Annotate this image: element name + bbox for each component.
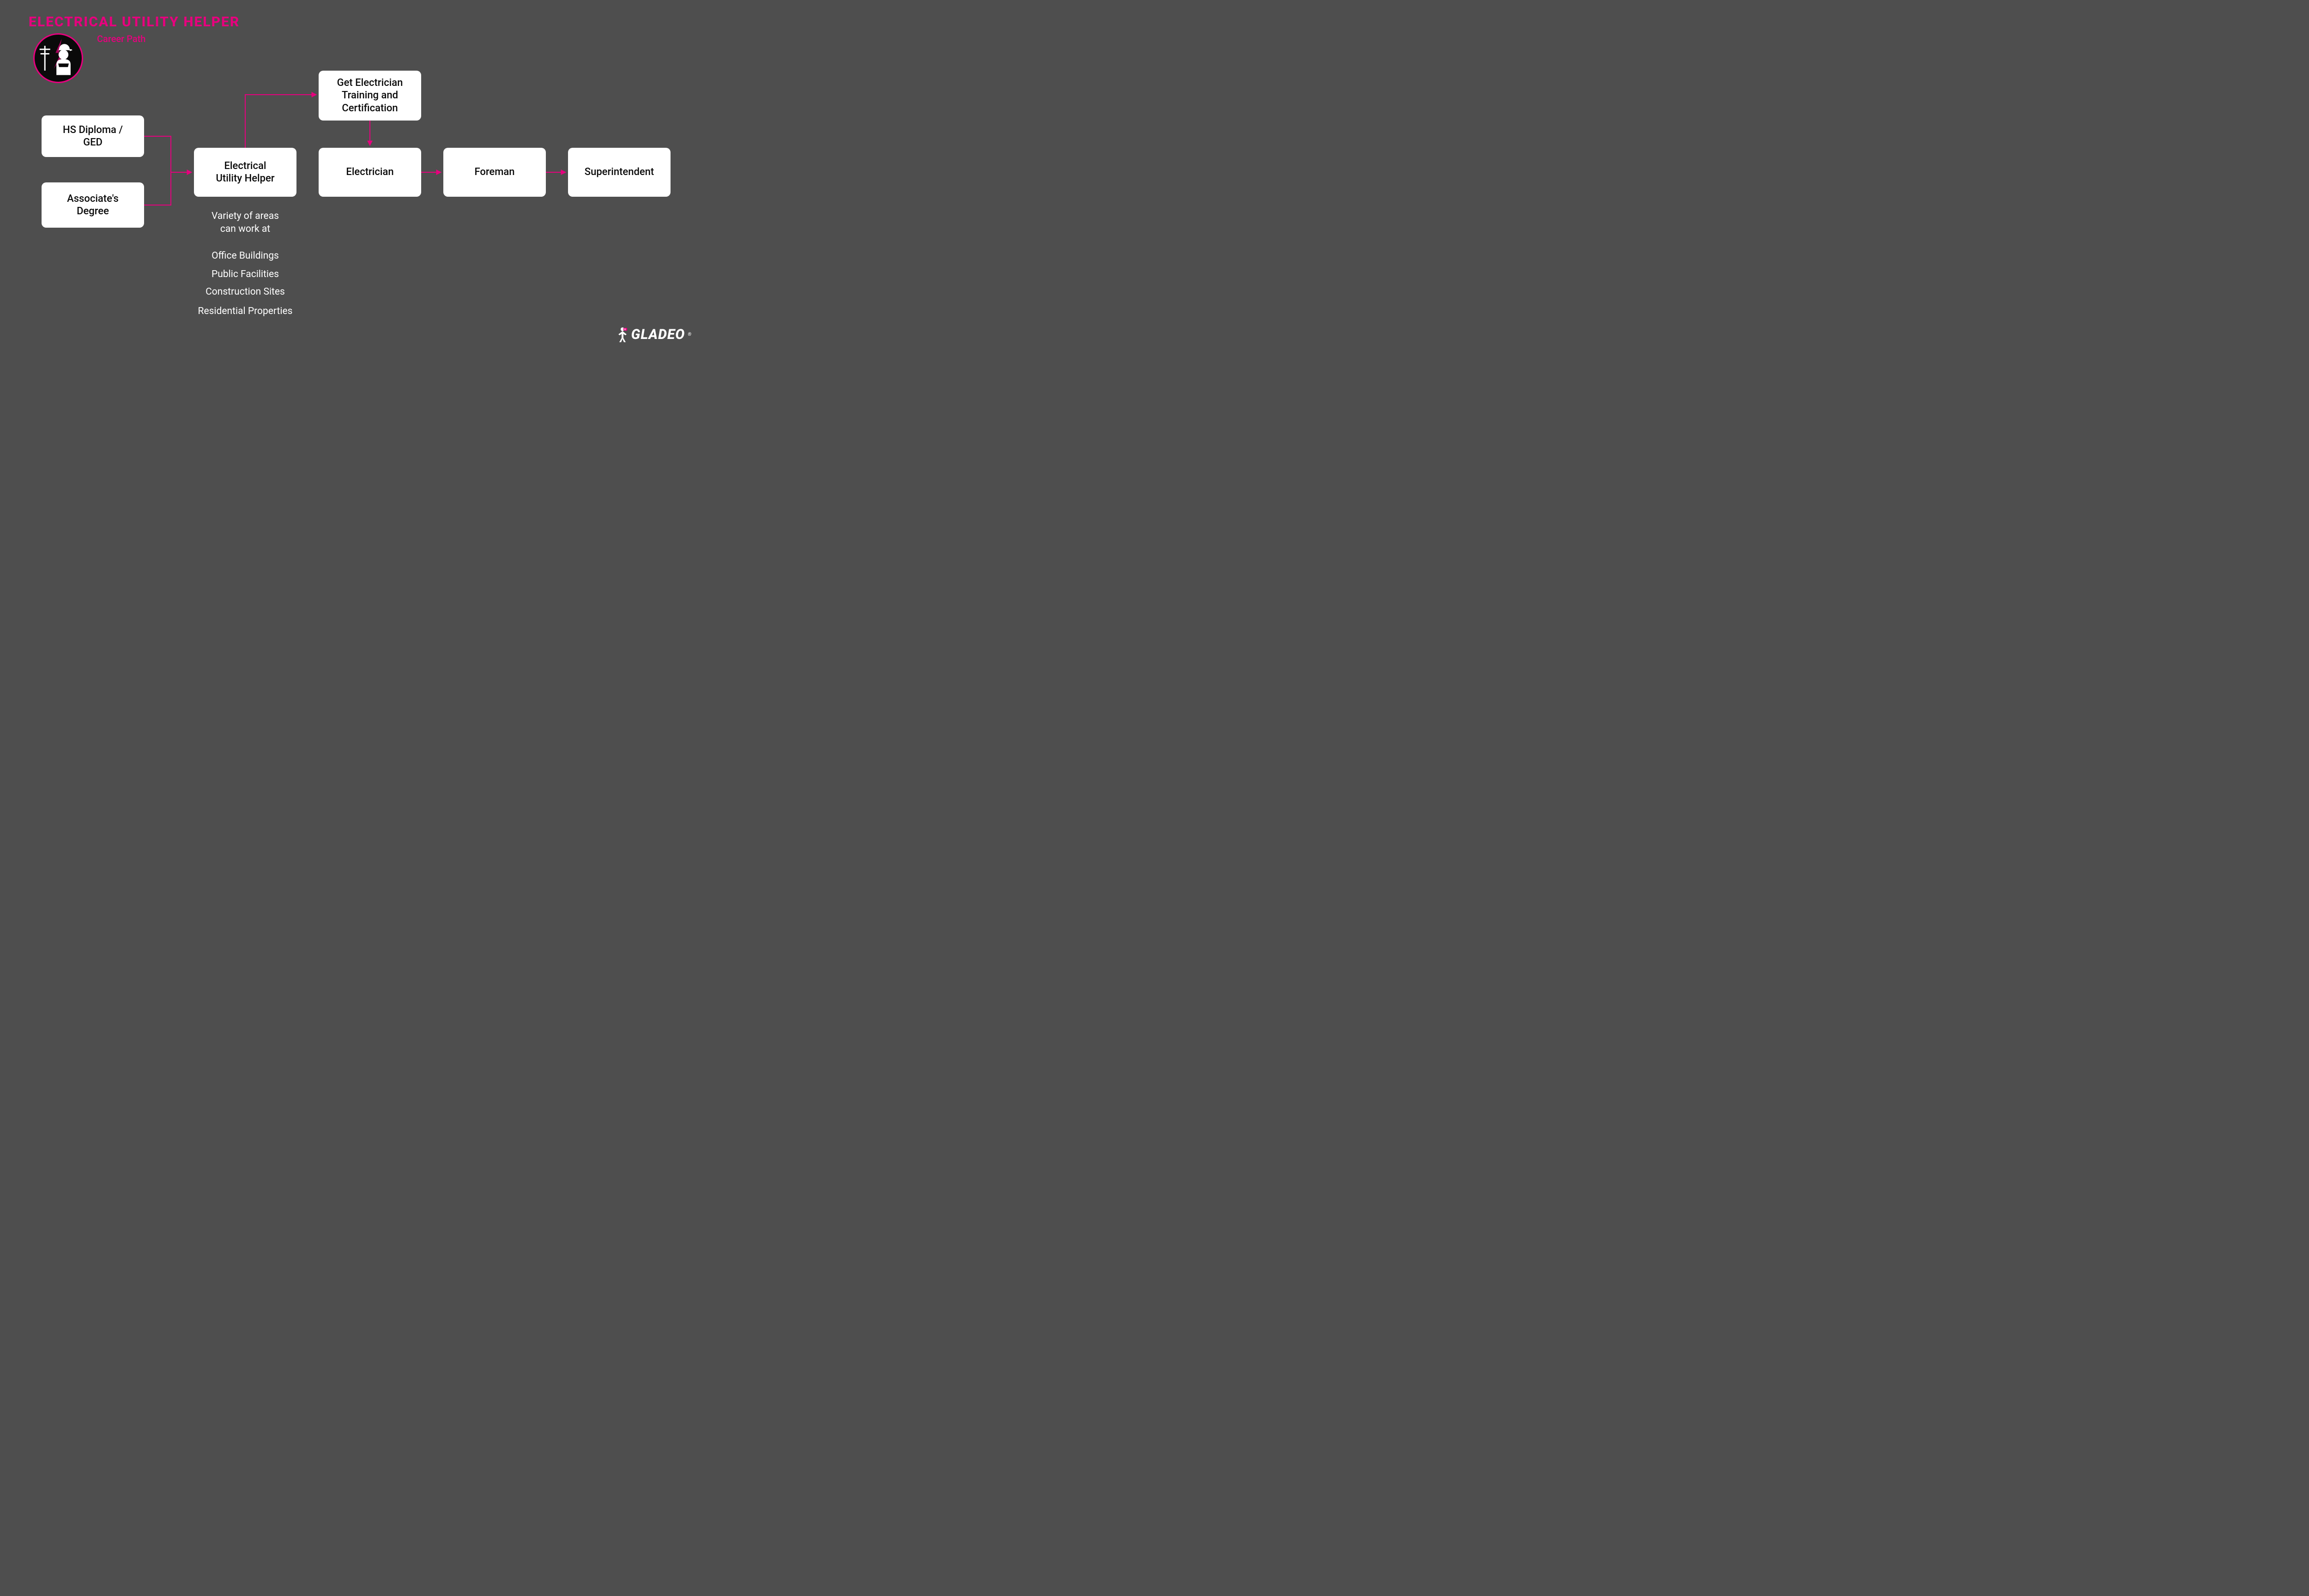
node-label: Electrician bbox=[346, 166, 393, 179]
brand-logo: G GLADEO® bbox=[617, 326, 692, 343]
brand-name: GLADEO bbox=[631, 326, 685, 343]
page-subtitle: Career Path bbox=[97, 33, 145, 44]
node-electrician: Electrician bbox=[319, 148, 421, 197]
svg-text:G: G bbox=[624, 328, 626, 331]
brand-figure-icon: G bbox=[617, 327, 629, 343]
flow-edge bbox=[144, 172, 171, 205]
node-training-cert: Get ElectricianTraining andCertification bbox=[319, 71, 421, 121]
flow-edge bbox=[245, 95, 316, 148]
node-hs-diploma: HS Diploma /GED bbox=[42, 115, 144, 157]
career-badge bbox=[33, 33, 83, 83]
node-utility-helper: ElectricalUtility Helper bbox=[194, 148, 296, 197]
node-label: Get ElectricianTraining andCertification bbox=[337, 77, 403, 115]
node-label: Associate'sDegree bbox=[67, 193, 119, 218]
work-area-item: Construction Sites bbox=[185, 286, 306, 297]
node-foreman: Foreman bbox=[443, 148, 546, 197]
node-label: ElectricalUtility Helper bbox=[216, 160, 274, 185]
brand-registered-icon: ® bbox=[688, 332, 692, 337]
work-area-item: Residential Properties bbox=[185, 306, 306, 317]
work-area-item: Public Facilities bbox=[185, 269, 306, 280]
flow-edge bbox=[144, 136, 191, 172]
node-label: HS Diploma /GED bbox=[63, 124, 123, 149]
node-label: Superintendent bbox=[585, 166, 654, 179]
node-associates-degree: Associate'sDegree bbox=[42, 182, 144, 228]
node-superintendent: Superintendent bbox=[568, 148, 671, 197]
work-areas-heading: Variety of areascan work at bbox=[194, 210, 296, 236]
lineworker-icon bbox=[36, 36, 80, 80]
work-area-item: Office Buildings bbox=[185, 250, 306, 261]
node-label: Foreman bbox=[474, 166, 514, 179]
page-title: ELECTRICAL UTILITY HELPER bbox=[29, 14, 240, 30]
